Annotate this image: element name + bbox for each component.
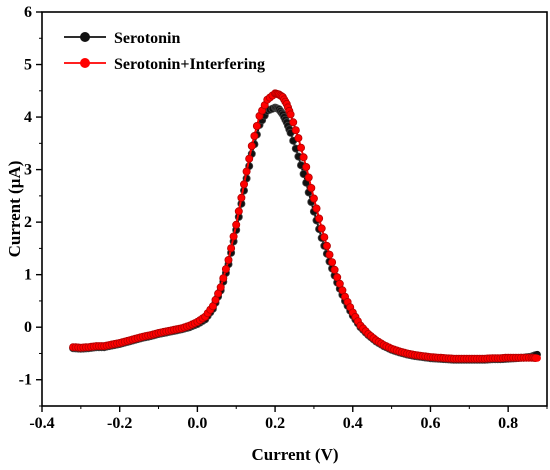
legend-marker: [80, 58, 90, 68]
y-tick-label: 4: [24, 109, 32, 126]
y-tick-label: 0: [24, 319, 32, 336]
x-axis-title: Current (V): [251, 445, 338, 464]
plot-frame: [41, 11, 548, 407]
x-tick-label: 0.0: [187, 415, 207, 432]
y-tick-label: 1: [24, 267, 32, 284]
data-point: [294, 134, 303, 143]
data-point: [239, 180, 248, 189]
data-point: [252, 122, 261, 131]
data-point: [312, 204, 321, 213]
data-point: [315, 214, 324, 223]
data-point: [227, 244, 236, 253]
data-point: [224, 255, 233, 264]
data-point: [286, 110, 295, 119]
legend-label: Serotonin+Interfering: [114, 56, 265, 73]
y-axis-ticks: -1 0 1 2 3 4 5 6: [19, 4, 42, 407]
data-point: [250, 131, 259, 140]
series-layer: [69, 89, 541, 364]
data-point: [533, 354, 541, 362]
data-point: [237, 193, 246, 202]
data-point: [229, 232, 238, 241]
data-point: [304, 173, 313, 182]
data-point: [216, 283, 225, 292]
data-point: [242, 167, 251, 176]
x-tick-label: -0.4: [29, 415, 54, 432]
data-point: [221, 265, 230, 274]
data-point: [291, 126, 300, 135]
y-tick-label: 6: [24, 4, 32, 21]
y-tick-label: 2: [24, 214, 32, 231]
data-point: [245, 154, 254, 163]
y-tick-label: 3: [24, 162, 32, 179]
x-tick-label: -0.2: [107, 415, 132, 432]
data-point: [232, 220, 241, 229]
legend: Serotonin Serotonin+Interfering: [64, 30, 265, 73]
series-line: [73, 92, 538, 360]
x-axis-ticks: -0.4 -0.2 0.0 0.2 0.4 0.6 0.8: [29, 406, 548, 432]
data-point: [309, 194, 318, 203]
data-point: [307, 183, 316, 192]
data-point: [328, 258, 337, 267]
data-point: [219, 274, 228, 283]
series-line: [73, 106, 538, 361]
legend-marker: [80, 32, 90, 42]
data-point: [289, 118, 298, 127]
data-point: [302, 162, 311, 171]
data-point: [296, 143, 305, 152]
data-point: [299, 153, 308, 162]
x-tick-label: 0.2: [265, 415, 285, 432]
x-tick-label: 0.4: [343, 415, 363, 432]
data-point: [317, 224, 326, 233]
x-tick-label: 0.8: [498, 415, 518, 432]
data-point: [325, 250, 334, 259]
x-tick-label: 0.6: [420, 415, 440, 432]
data-point: [247, 141, 256, 150]
y-tick-label: -1: [19, 372, 32, 389]
data-point: [320, 233, 329, 242]
data-point: [234, 207, 243, 216]
data-point: [330, 265, 339, 274]
y-axis-title: Current (µA): [5, 161, 24, 258]
series-serotonin-interfering: [69, 89, 541, 363]
legend-label: Serotonin: [114, 30, 180, 47]
y-tick-label: 5: [24, 57, 32, 74]
data-point: [322, 241, 331, 250]
series-serotonin: [69, 103, 541, 364]
